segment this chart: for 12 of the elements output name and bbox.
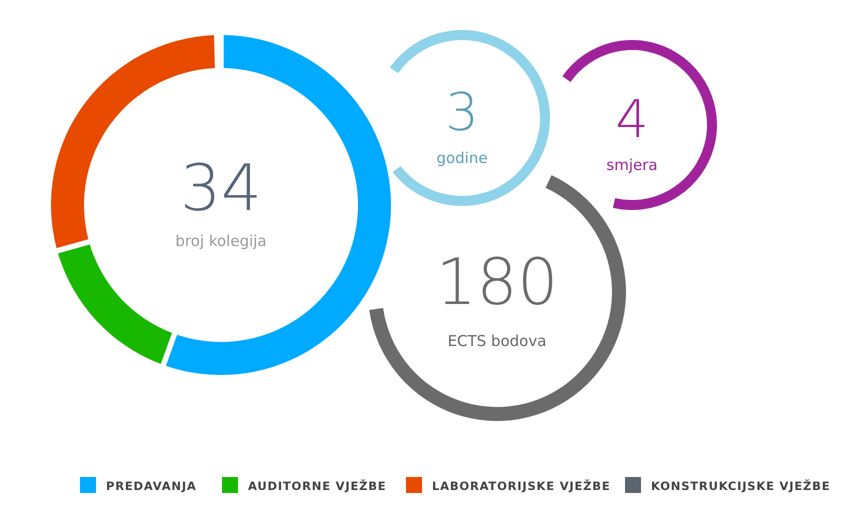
text: 180	[436, 246, 558, 320]
legend-label: PREDAVANJA	[106, 479, 197, 493]
text: 3	[445, 83, 479, 143]
legend-label: AUDITORNE VJEŽBE	[248, 479, 386, 493]
text: smjera	[606, 156, 658, 174]
text: 4	[615, 90, 649, 150]
text: broj kolegija	[175, 232, 267, 250]
legend-label: LABORATORIJSKE VJEŽBE	[432, 479, 611, 493]
legend-label: KONSTRUKCIJSKE VJEŽBE	[651, 479, 830, 493]
text: 34	[180, 152, 262, 226]
text: godine	[436, 149, 488, 167]
text: ECTS bodova	[448, 332, 546, 350]
